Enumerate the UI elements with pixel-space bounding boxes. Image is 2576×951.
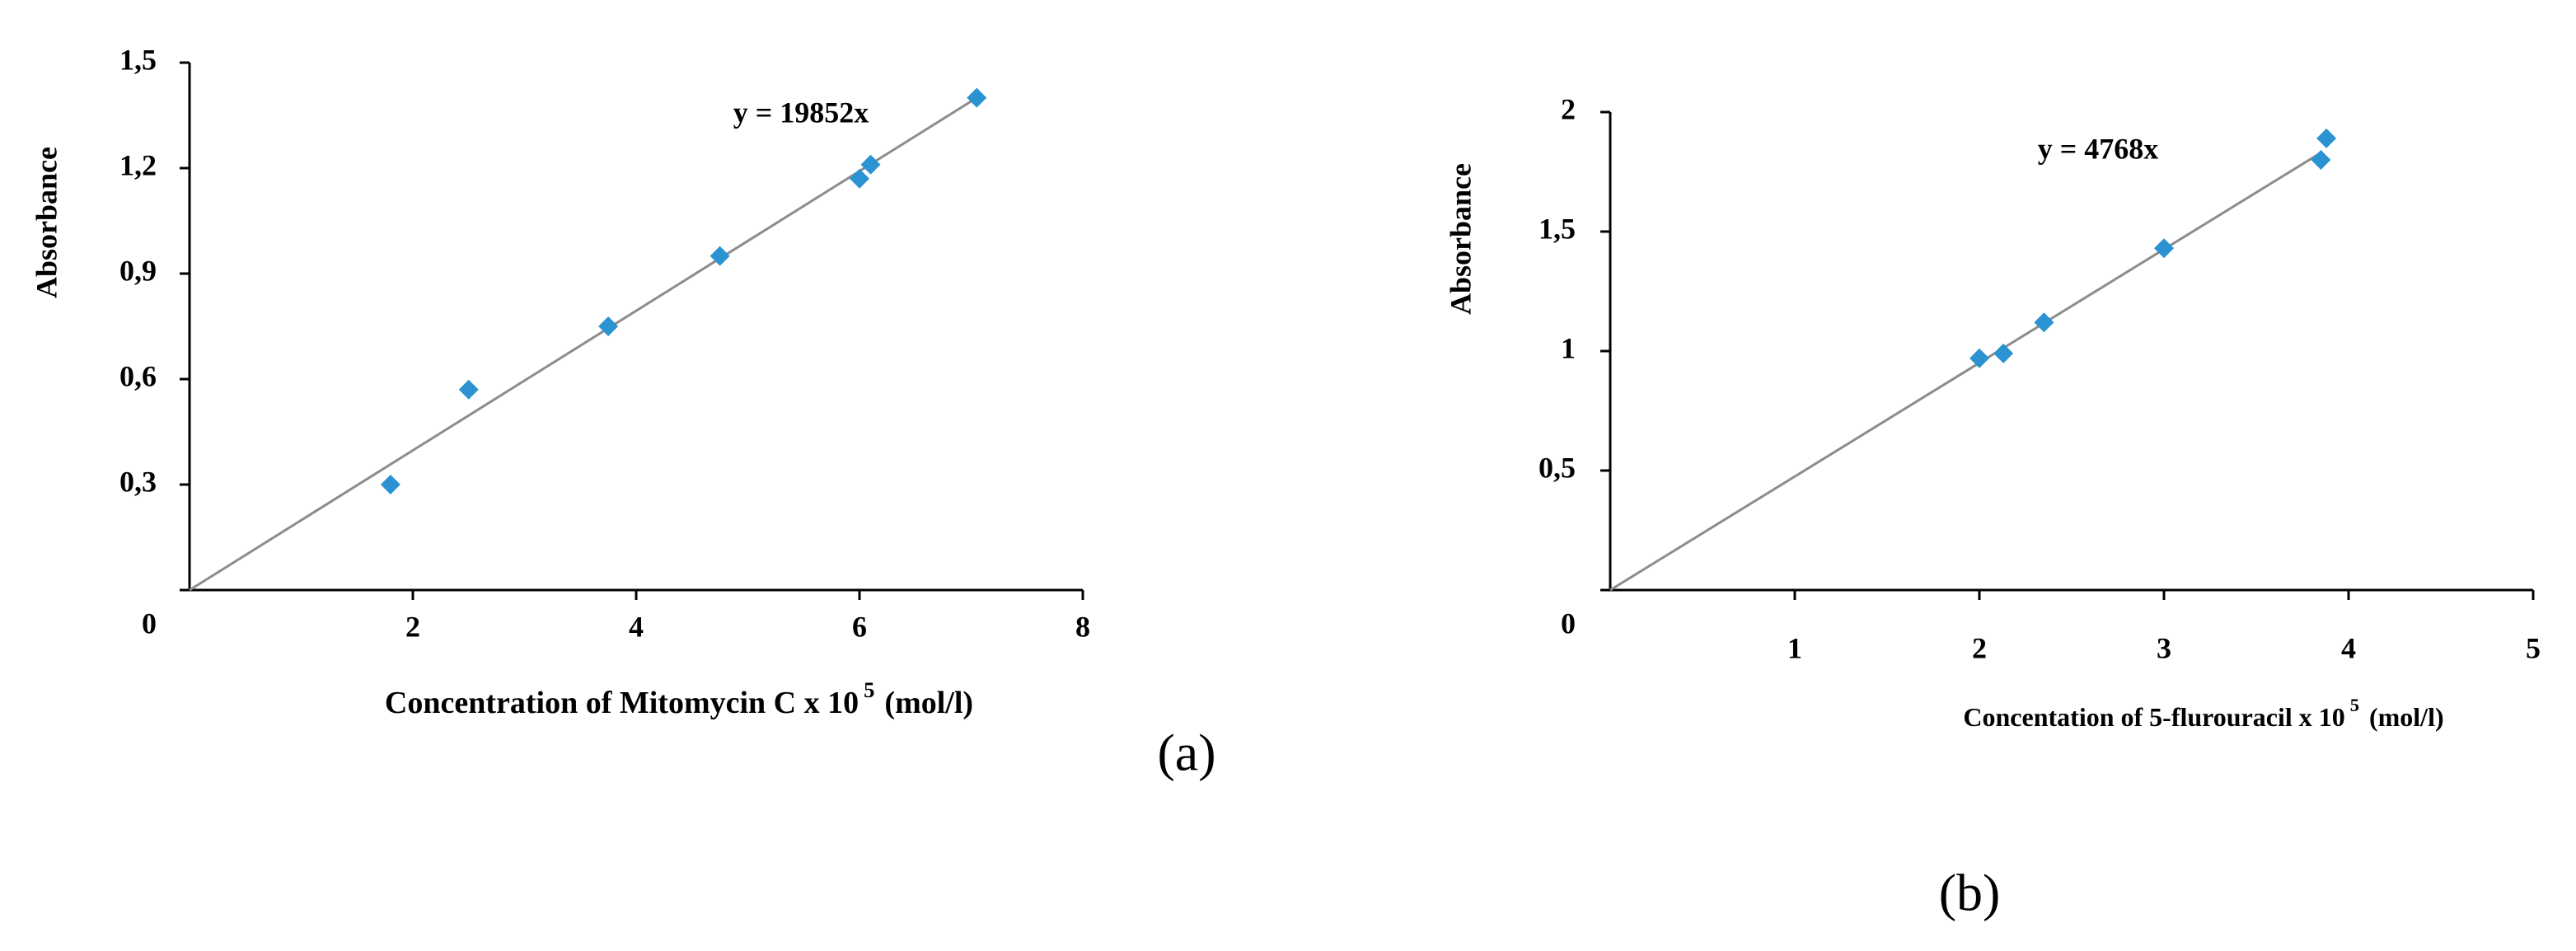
x-axis-label-text: Concentration of Mitomycin C x 10 [385,686,859,720]
x-tick-label: 2 [1972,631,1987,664]
x-axis-label: Concentation of 5-flurouracil x 10 5 (mol/… [1963,695,2443,732]
data-point [860,154,881,175]
y-axis-label: Absorbance [1444,163,1477,315]
x-tick-label: 2 [405,610,420,643]
x-tick-label: 4 [629,610,644,643]
x-axis-label-unit: (mol/l) [884,686,973,720]
x-axis-label: Concentration of Mitomycin C x 10 5 (mol/l… [385,677,973,720]
y-tick-label: 1,5 [1539,212,1576,245]
x-tick-label: 8 [1075,610,1090,643]
x-tick-label: 6 [852,610,867,643]
data-point [850,168,869,189]
data-point [598,316,619,336]
data-point [380,475,400,494]
data-point [458,379,479,400]
trend-line [189,96,978,592]
x-axis-label-text: Concentation of 5-flurouracil x 10 [1963,702,2344,732]
x-tick-label: 4 [2341,631,2356,664]
y-tick-label: 0 [142,607,157,639]
y-tick-label: 0,3 [119,465,157,498]
x-axis-label-unit: (mol/l) [2369,702,2444,732]
x-tick-label: 5 [2526,631,2541,664]
data-point [2034,312,2054,333]
y-tick-label: 2 [1561,92,1576,125]
y-tick-label: 0,9 [119,254,157,287]
data-point [2154,238,2174,259]
data-point [1969,348,1989,368]
x-tick-label: 1 [1787,631,1802,664]
y-tick-label: 0 [1561,607,1576,639]
x-tick-label: 3 [2157,631,2171,664]
y-tick-label: 0,6 [119,359,157,392]
panel-label: (b) [1939,864,2001,922]
data-point [967,87,987,108]
data-point [710,246,730,266]
x-axis-label-exponent: 5 [864,677,874,702]
y-tick-label: 1,2 [119,148,157,181]
trend-equation: y = 4768x [2038,132,2159,165]
data-point [1993,343,2014,363]
trend-line [1609,152,2322,592]
x-axis-label-exponent: 5 [2350,695,2359,715]
data-point [2311,150,2331,170]
panel-label: (a) [1157,724,1215,782]
y-tick-label: 1,5 [119,43,157,76]
y-axis-label: Absorbance [30,147,63,298]
data-point [2316,128,2337,148]
y-tick-label: 0,5 [1539,451,1576,484]
y-tick-label: 1 [1561,331,1576,364]
trend-equation: y = 19852x [733,96,869,129]
